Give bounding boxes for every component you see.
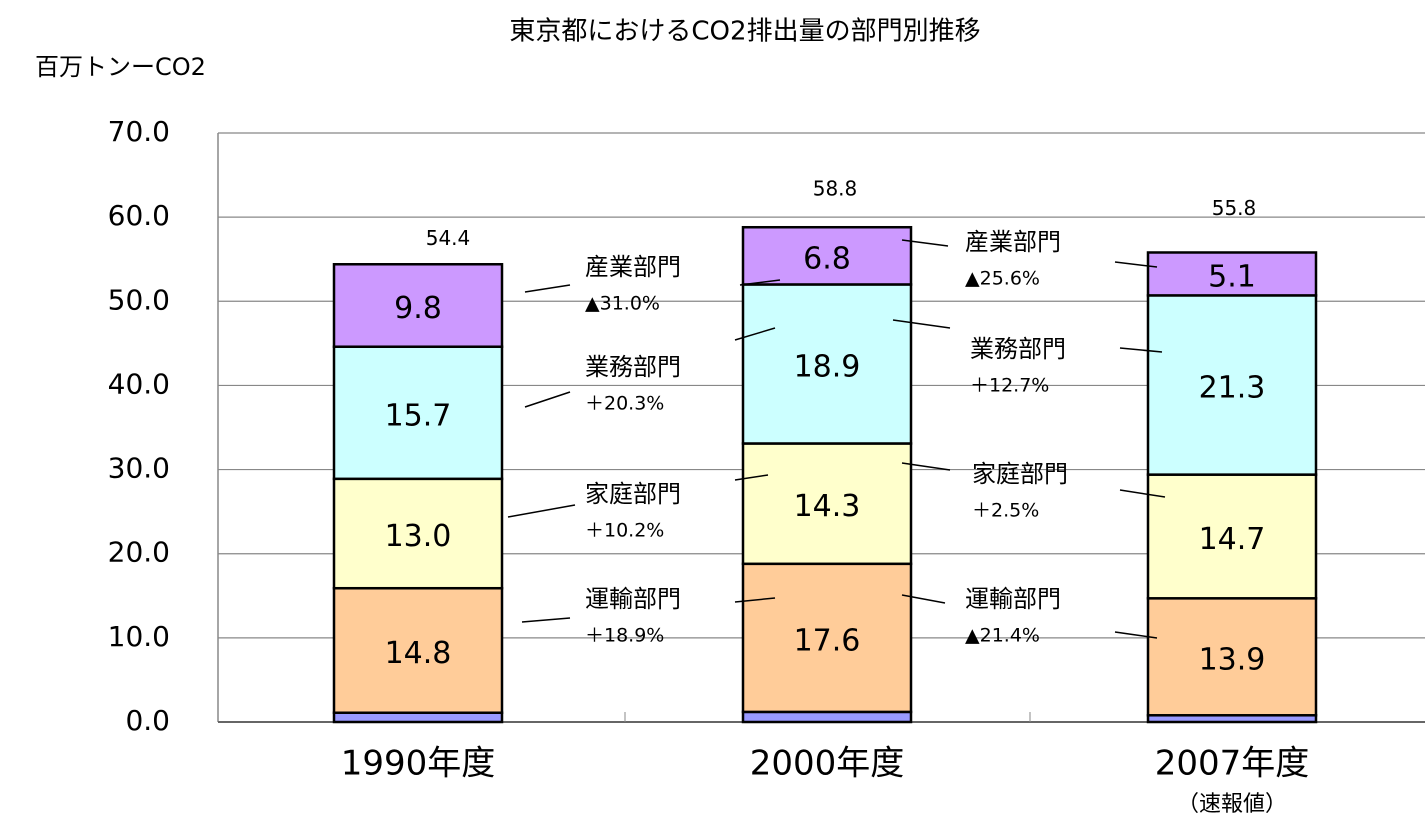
bar-segment (1146, 473, 1318, 600)
y-tick-label: 50.0 (108, 283, 170, 316)
annotation-name: 家庭部門 (972, 460, 1068, 488)
leader-line (1119, 489, 1166, 498)
leader-line (734, 474, 769, 481)
bar-segment (332, 711, 504, 724)
bar-segment (741, 710, 913, 724)
leader-line (734, 327, 776, 341)
annotation-name: 産業部門 (585, 253, 681, 281)
y-tick-label: 70.0 (108, 115, 170, 148)
total-label: 55.8 (1212, 196, 1257, 220)
value-label: 17.6 (794, 623, 861, 658)
annotation-change: ＋18.9% (585, 625, 664, 647)
annotation-name: 家庭部門 (585, 480, 681, 508)
y-tick-label: 10.0 (108, 620, 170, 653)
annotation-name: 業務部門 (585, 353, 681, 381)
annotation-change: ▲31.0% (585, 293, 660, 315)
leader-line (734, 597, 776, 603)
y-tick-label: 60.0 (108, 199, 170, 232)
value-label: 13.9 (1199, 642, 1266, 677)
value-label: 14.3 (794, 489, 861, 524)
value-label: 5.1 (1208, 259, 1256, 294)
x-tick-label: 2000年度 (750, 744, 905, 784)
leader-line (1114, 261, 1158, 268)
annotation-name: 運輸部門 (585, 585, 681, 613)
annotation-change: ▲21.4% (965, 625, 1040, 647)
annotation-change: ＋2.5% (972, 500, 1039, 522)
x-tick-label: 1990年度 (341, 744, 496, 784)
value-label: 13.0 (385, 519, 452, 554)
bar-segment (741, 442, 913, 566)
leader-line (524, 284, 571, 293)
y-tick-label: 30.0 (108, 452, 170, 485)
annotation-change: ▲25.6% (965, 268, 1040, 290)
value-label: 18.9 (794, 349, 861, 384)
leader-line (1119, 347, 1163, 353)
total-label: 54.4 (426, 226, 471, 250)
leader-line (892, 319, 951, 329)
annotation-change: ＋12.7% (970, 375, 1049, 397)
bar-segment (741, 283, 913, 445)
value-label: 14.7 (1199, 522, 1266, 557)
y-tick-label: 0.0 (125, 704, 170, 737)
y-tick-label: 20.0 (108, 536, 170, 569)
bar-segment (741, 225, 913, 286)
bar-segment (332, 586, 504, 714)
value-label: 6.8 (803, 241, 851, 276)
value-label: 14.8 (385, 636, 452, 671)
annotation-name: 業務部門 (970, 335, 1066, 363)
annotation-name: 産業部門 (965, 228, 1061, 256)
leader-line (521, 617, 571, 623)
leader-line (739, 279, 781, 286)
bar-segment (1146, 294, 1318, 476)
y-axis-label: 百万トンーCO2 (35, 53, 206, 81)
leader-line (524, 391, 571, 408)
leader-line (507, 504, 576, 518)
chart-title: 東京都におけるCO2排出量の部門別推移 (509, 17, 980, 47)
value-label: 21.3 (1199, 371, 1266, 406)
value-label: 9.8 (394, 291, 442, 326)
annotation-name: 運輸部門 (965, 585, 1061, 613)
total-label: 58.8 (813, 177, 858, 201)
annotation-change: ＋20.3% (585, 393, 664, 415)
leader-line (901, 462, 951, 471)
bar-segment (332, 263, 504, 348)
x-tick-label: 2007年度 (1155, 744, 1310, 784)
leader-line (1114, 631, 1158, 639)
bar-segment (741, 562, 913, 714)
y-tick-label: 40.0 (108, 367, 170, 400)
bar-segment (1146, 251, 1318, 297)
leader-line (901, 239, 949, 247)
leader-line (901, 594, 946, 604)
category-note: （速報値） (1177, 792, 1287, 817)
value-label: 15.7 (385, 398, 452, 433)
annotation-change: ＋10.2% (585, 520, 664, 542)
